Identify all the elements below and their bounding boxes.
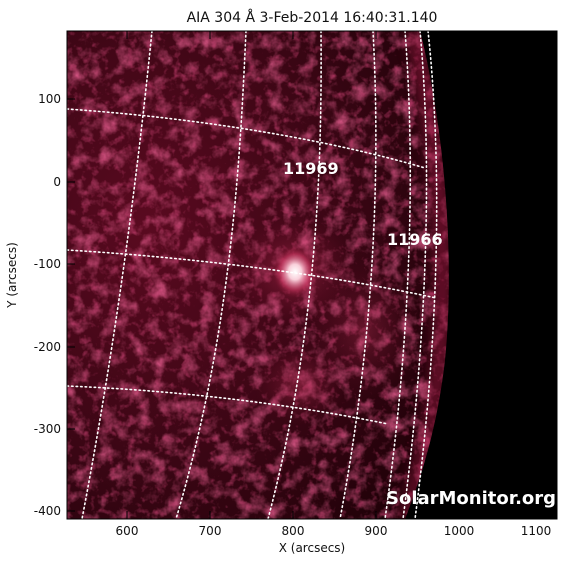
y-tick-label: 0: [53, 175, 61, 189]
x-tick-label: 800: [282, 524, 305, 538]
x-tick-label: 600: [116, 524, 139, 538]
solar-limb: [398, 31, 449, 519]
x-axis: [126, 31, 543, 519]
image-title: AIA 304 Å 3-Feb-2014 16:40:31.140: [187, 9, 438, 26]
credit-watermark: SolarMonitor.org: [386, 488, 556, 509]
latitude-line: [67, 108, 426, 169]
x-tick-label: 700: [199, 524, 222, 538]
x-tick-label: 900: [365, 524, 388, 538]
y-tick-label: -300: [34, 422, 61, 436]
region-label: 11966: [387, 230, 443, 249]
longitude-line: [267, 31, 322, 519]
flare-core: [273, 246, 317, 298]
x-tick-label: 1100: [521, 524, 552, 538]
y-tick-label: 100: [38, 92, 61, 106]
y-tick-label: -200: [34, 340, 61, 354]
plot-frame: [66, 30, 558, 520]
latitude-line: [67, 249, 437, 299]
longitude-line: [414, 31, 438, 519]
solar-disk: [67, 31, 449, 519]
active-region-glow: [310, 260, 420, 400]
y-axis-label: Y (arcsecs): [5, 242, 19, 309]
latitude-line: [67, 385, 389, 425]
x-tick-label: 1000: [444, 524, 475, 538]
y-axis: [67, 98, 557, 512]
y-tick-label: -400: [34, 504, 61, 518]
longitude-line: [402, 31, 428, 519]
y-tick-label: -100: [34, 257, 61, 271]
longitude-line: [339, 31, 377, 519]
region-label: 11969: [283, 159, 339, 178]
longitude-line: [175, 31, 247, 519]
longitude-line: [81, 31, 153, 519]
heliographic-grid: [67, 31, 438, 519]
x-axis-label: X (arcsecs): [279, 541, 346, 555]
longitude-line: [384, 31, 412, 519]
